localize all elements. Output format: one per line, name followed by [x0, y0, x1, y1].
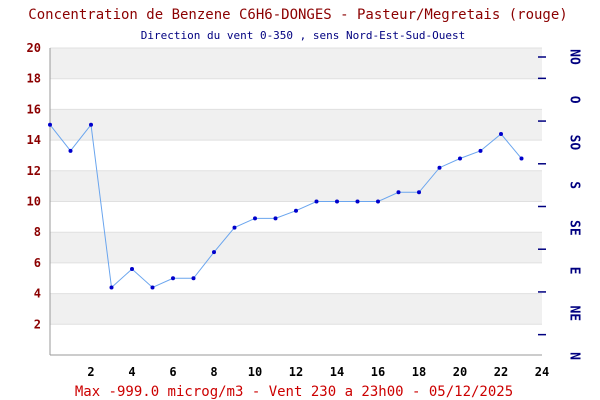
data-point	[273, 216, 278, 221]
wind-direction-label: N	[567, 352, 582, 360]
x-tick-label: 24	[535, 365, 549, 379]
background-band	[50, 48, 542, 79]
y-tick-label: 14	[27, 133, 41, 147]
data-point	[458, 156, 462, 161]
wind-direction-label: SO	[567, 135, 582, 151]
y-tick-label: 10	[27, 195, 41, 209]
series-layer	[48, 122, 524, 290]
y-tick-label: 16	[27, 102, 41, 116]
x-tick-label: 20	[453, 365, 467, 379]
x-tick-label: 10	[248, 365, 262, 379]
data-point	[499, 131, 503, 136]
background-band	[50, 232, 542, 263]
data-point	[171, 276, 175, 281]
wind-direction-label: NE	[567, 305, 582, 321]
data-point	[191, 276, 196, 281]
data-point	[314, 199, 319, 204]
data-point	[396, 190, 401, 195]
x-tick-label: 18	[412, 365, 426, 379]
x-tick-label: 16	[371, 365, 385, 379]
wind-direction-axis: N NE E SE S SO O NO	[538, 49, 582, 360]
x-tick-label: 14	[330, 365, 344, 379]
x-tick-label: 8	[210, 365, 217, 379]
data-point	[519, 156, 524, 161]
y-tick-label: 20	[27, 41, 41, 55]
wind-direction-label: O	[567, 96, 582, 104]
data-point	[48, 122, 52, 127]
data-point	[376, 199, 380, 204]
data-point	[68, 148, 73, 153]
data-point	[294, 208, 298, 213]
data-point	[253, 216, 257, 221]
y-tick-label: 4	[34, 287, 41, 301]
y-tick-label: 12	[27, 164, 41, 178]
series-line	[49, 123, 522, 289]
y-tick-label: 2	[34, 317, 41, 331]
y-tick-label: 8	[34, 225, 41, 239]
data-point	[478, 148, 483, 153]
wind-direction-label: NO	[567, 49, 582, 65]
background-bands	[50, 48, 542, 325]
y-tick-label: 18	[27, 72, 41, 86]
chart-footer: Max -999.0 microg/m3 - Vent 230 a 23h00 …	[75, 384, 513, 400]
data-point	[109, 285, 114, 290]
data-point	[150, 285, 155, 290]
y-tick-label: 6	[34, 256, 41, 270]
data-point	[417, 190, 421, 195]
x-tick-label: 4	[128, 365, 135, 379]
wind-direction-label: S	[567, 181, 582, 189]
data-point	[355, 199, 360, 204]
background-band	[50, 170, 542, 202]
x-tick-labels: 2 4 6 8 10 12 14 16 18 20 22 24	[87, 365, 549, 379]
wind-direction-label: E	[567, 267, 582, 275]
wind-direction-label: SE	[567, 220, 582, 236]
x-tick-label: 22	[494, 365, 508, 379]
gridlines	[50, 47, 542, 325]
y-tick-labels: 2 4 6 8 10 12 14 16 18 20	[27, 41, 41, 331]
data-point	[437, 165, 442, 170]
chart-subtitle: Direction du vent 0-350 , sens Nord-Est-…	[141, 29, 466, 42]
data-point	[130, 267, 134, 272]
background-band	[50, 293, 542, 325]
background-band	[50, 109, 542, 141]
data-point	[89, 122, 93, 127]
chart-title: Concentration de Benzene C6H6-DONGES - P…	[28, 7, 567, 23]
x-tick-label: 2	[87, 365, 94, 379]
data-point	[232, 225, 237, 230]
x-tick-label: 12	[289, 365, 303, 379]
data-point	[212, 250, 216, 255]
x-tick-label: 6	[169, 365, 176, 379]
data-point	[335, 199, 339, 204]
